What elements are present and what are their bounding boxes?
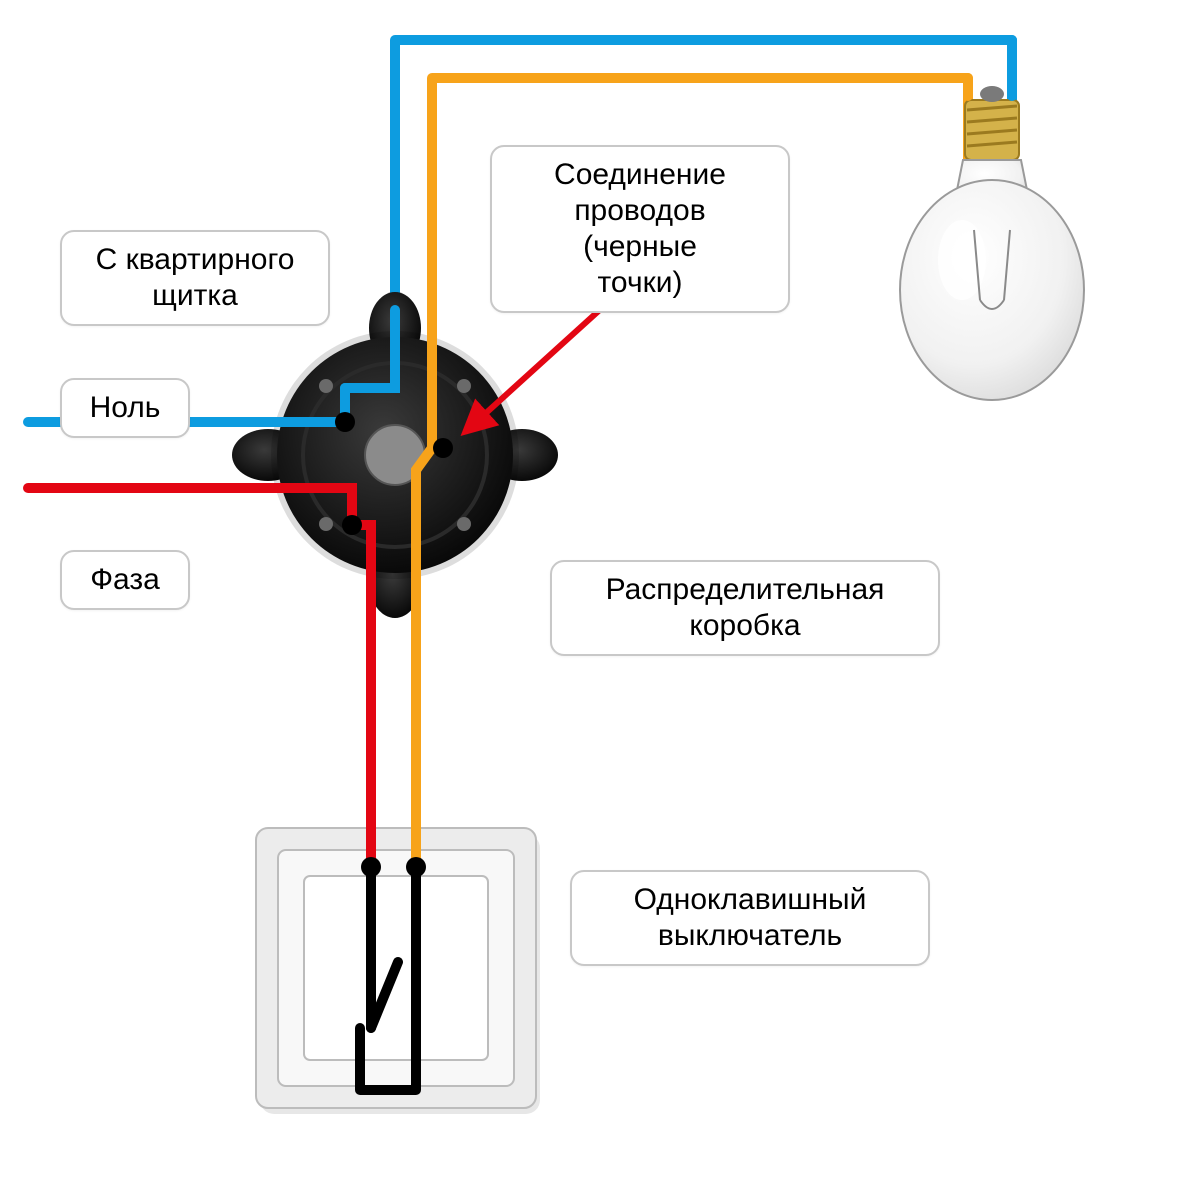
label-phase: Фаза (60, 550, 190, 610)
label-junction-box: Распределительнаякоробка (550, 560, 940, 656)
label-phase-text: Фаза (90, 563, 160, 596)
light-bulb-icon (900, 86, 1084, 400)
label-panel-text: С квартирногощитка (96, 243, 295, 312)
neutral-junction (335, 412, 355, 432)
label-switch: Одноклавишныйвыключатель (570, 870, 930, 966)
label-wire-conn-text: Соединениепроводов(черныеточки) (554, 158, 726, 299)
label-jbox-text: Распределительнаякоробка (606, 573, 885, 642)
phase-junction (342, 515, 362, 535)
label-panel: С квартирногощитка (60, 230, 330, 326)
label-neutral-text: Ноль (90, 391, 161, 424)
label-wire-connection: Соединениепроводов(черныеточки) (490, 145, 790, 313)
label-switch-text: Одноклавишныйвыключатель (634, 883, 867, 952)
label-neutral: Ноль (60, 378, 190, 438)
switched-junction (433, 438, 453, 458)
